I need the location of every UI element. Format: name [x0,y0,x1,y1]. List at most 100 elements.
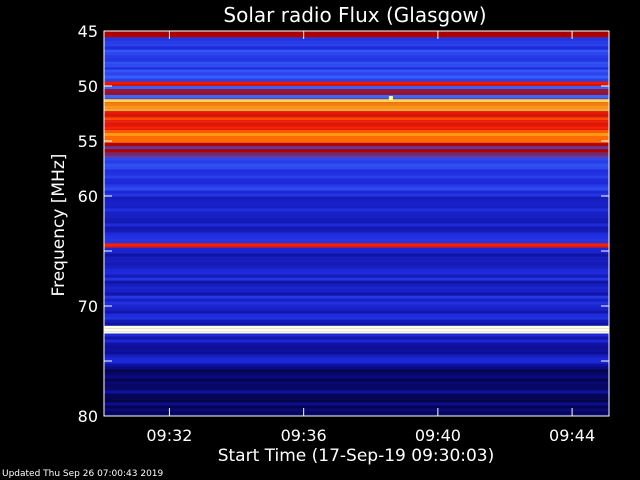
spectrogram-band [104,157,609,161]
spectrogram-band [104,78,609,82]
y-axis-label: Frequency [MHz] [49,154,69,297]
spectrogram-band [104,40,609,44]
spectrogram-band [104,405,609,409]
spectrogram-band [104,265,609,269]
spectrogram-band [104,246,609,248]
spectrogram-band [104,336,609,340]
spectrogram-band [104,199,609,203]
spectrogram-band [104,172,609,176]
spectrogram-band [104,339,609,343]
spectrogram-band [104,256,609,260]
spectrogram-band [104,98,609,100]
spectrogram-band [104,160,609,164]
spectrogram-band [104,55,609,59]
x-tick-label: 09:40 [415,426,461,445]
spectrogram-band [104,142,609,144]
spectrogram-band [104,37,609,38]
spectrogram-band [104,304,609,308]
updated-timestamp: Updated Thu Sep 26 07:00:43 2019 [2,469,164,479]
y-tick-label: 80 [78,407,98,426]
spectrogram-band [104,187,609,191]
spectrogram-band [104,163,609,167]
spectrogram-band [104,238,609,242]
spectrogram-band [104,64,609,68]
spectrogram-band [104,69,609,73]
spectrogram-band [104,348,609,352]
spectrogram-band [104,366,609,370]
spectrogram-band [104,136,609,139]
spectrogram-band [104,205,609,209]
spectrogram-band [104,92,609,95]
spectrogram-band [104,414,609,416]
spectrogram-band [104,84,609,86]
spectrogram-band [104,360,609,364]
spectrogram-band [104,146,609,150]
spectrogram-band [104,322,609,326]
spectrogram-band [104,345,609,349]
spectrogram-band [104,363,609,367]
y-tick-label: 45 [78,22,98,41]
spectrogram-band [104,99,609,103]
spectrogram-band [104,211,609,215]
spectrogram-band [104,52,609,56]
plot-frame [103,30,610,417]
spectrogram-band [104,193,609,197]
spectrogram-band [104,286,609,290]
spectrogram-band [104,381,609,385]
spectrogram-band [104,259,609,263]
spectrogram-band [104,235,609,239]
x-tick-label: 09:36 [281,426,327,445]
spectrogram-band [104,72,609,76]
spectrogram-band [104,155,609,158]
spectrogram-band [104,37,609,41]
spectrogram-band [104,149,609,153]
spectrogram-band [104,342,609,346]
spectrogram-band [104,86,609,89]
spectrogram-band [104,34,609,37]
spectrogram-band [104,384,609,388]
spectrogram-band [104,298,609,302]
spectrogram-band [104,61,609,65]
spectrogram-band [104,387,609,391]
spectrogram-band [104,333,609,337]
spectrogram-band [104,184,609,188]
spectrogram-band [104,247,609,251]
spectrogram-band [104,196,609,200]
spectrogram-band [104,190,609,194]
spectrogram-band [104,67,609,70]
spectrogram-band [104,46,609,50]
spectrogram-band [104,408,609,412]
x-axis-label: Start Time (17-Sep-19 09:30:03) [218,446,495,466]
spectrogram-band [104,166,609,170]
spectrogram-band [104,89,609,92]
spectrogram-band [104,220,609,224]
spectrogram-band [104,351,609,355]
spectrogram-band [104,81,609,85]
spectrogram-band [104,117,609,121]
spectrogram-band [104,129,609,130]
spectrogram-band [104,262,609,266]
spectrogram-band [104,169,609,173]
spectrogram-band [104,217,609,221]
spectrogram-band [104,208,609,212]
spectrogram-band [104,111,609,115]
spectrogram-band [104,390,609,394]
spectrogram-band [104,214,609,218]
y-tick-label: 70 [78,297,98,316]
spectrogram-band [104,325,609,329]
spectrogram-band [104,357,609,361]
x-tick-label: 09:32 [146,426,192,445]
spectrogram-band [104,319,609,323]
spectrogram-band [104,295,609,299]
spectrogram-band [104,152,609,156]
spectrogram-band [104,43,609,47]
spectrogram-band [104,250,609,254]
spectrogram-band [104,268,609,272]
spectrogram-band [104,354,609,358]
spectrogram-band [104,139,609,142]
spectrogram-band [104,232,609,236]
spectrogram-band [104,375,609,379]
spectrogram-band [104,175,609,179]
spectrogram-band [104,289,609,293]
spectrogram-band [104,372,609,376]
